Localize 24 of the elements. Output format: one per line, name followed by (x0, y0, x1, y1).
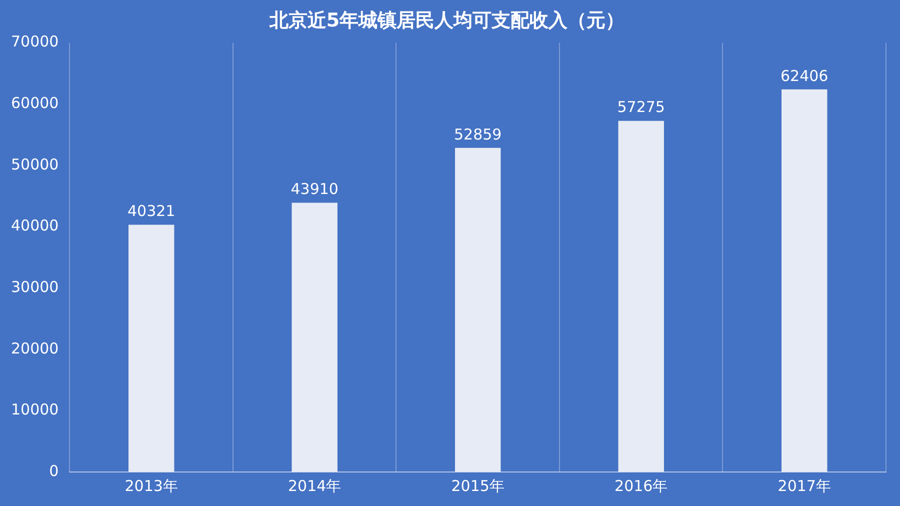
x-tick-label: 2015年 (451, 476, 504, 495)
y-tick-label: 50000 (11, 155, 59, 174)
y-tick-label: 70000 (11, 32, 59, 51)
x-tick-label: 2016年 (614, 476, 668, 495)
bar (782, 89, 828, 472)
bar (618, 120, 664, 472)
y-tick-label: 0 (49, 462, 59, 480)
y-tick-label: 60000 (11, 94, 59, 112)
data-label: 52859 (454, 125, 502, 144)
x-tick-label: 2014年 (288, 476, 342, 495)
chart-title: 北京近5年城镇居民人均可支配收入（元） (268, 9, 625, 32)
bar (455, 148, 501, 472)
x-tick-label: 2013年 (124, 476, 178, 495)
data-label: 40321 (127, 202, 176, 220)
data-label: 57275 (617, 98, 665, 116)
y-tick-label: 30000 (11, 278, 59, 296)
bar (292, 202, 338, 472)
y-tick-label: 20000 (11, 339, 59, 358)
x-tick-label: 2017年 (778, 476, 831, 495)
y-tick-label: 40000 (11, 216, 59, 235)
data-label: 43910 (290, 180, 338, 198)
y-tick-label: 10000 (11, 400, 59, 419)
data-label: 62406 (780, 66, 828, 85)
bar (128, 224, 174, 472)
